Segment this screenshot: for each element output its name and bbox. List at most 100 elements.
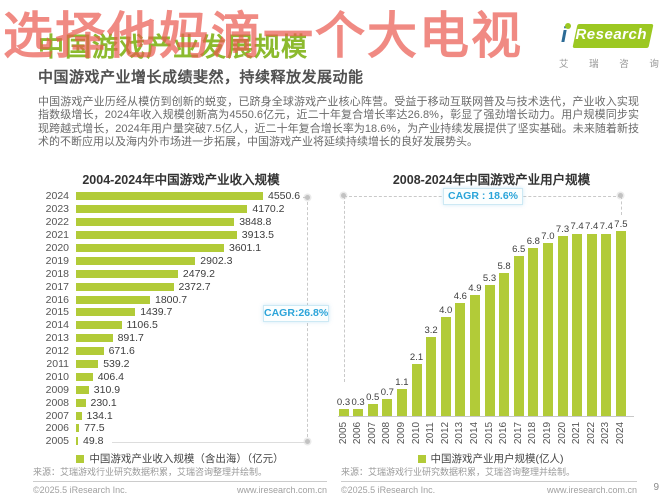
users-bar xyxy=(601,233,612,416)
users-bar xyxy=(586,233,597,416)
users-chart: 2008-2024年中国游戏产业用户规模 0.3 0.3 0.5 0.7 1.1 2.1 3… xyxy=(337,165,653,500)
users-value-label: 5.3 xyxy=(482,273,497,285)
revenue-bar xyxy=(76,282,174,291)
revenue-bar xyxy=(76,308,136,317)
users-value-label: 1.1 xyxy=(395,376,409,388)
revenue-bar xyxy=(76,385,89,394)
revenue-value-label: 3601.1 xyxy=(229,242,262,254)
cagr-badge-revenue: CAGR:26.8% xyxy=(263,305,329,322)
revenue-value-label: 1439.7 xyxy=(140,306,173,319)
revenue-chart-rows: 2024 4550.6 2023 4170.2 2022 3848.8 2021 3913.5… xyxy=(30,190,340,448)
users-bar xyxy=(353,408,364,416)
revenue-row: 2024 4550.6 xyxy=(30,190,340,203)
users-bar xyxy=(411,364,422,416)
revenue-value-label: 406.4 xyxy=(97,370,124,383)
users-bar xyxy=(557,235,568,416)
revenue-bar xyxy=(76,295,150,304)
users-bar xyxy=(542,243,553,416)
revenue-row: 2012 671.6 xyxy=(30,345,340,358)
revenue-value-label: 310.9 xyxy=(93,383,121,396)
year-label: 2012 xyxy=(45,345,69,358)
revenue-legend: 中国游戏产业收入规模（含出海）（亿元） xyxy=(30,451,330,466)
revenue-row: 2020 3601.1 xyxy=(30,242,340,255)
revenue-value-label: 4550.6 xyxy=(268,190,301,203)
users-chart-title: 2008-2024年中国游戏产业用户规模 xyxy=(392,173,591,187)
revenue-row: 2006 77.5 xyxy=(30,422,340,435)
logo-brand-text: Research xyxy=(575,26,647,43)
legend-square-icon xyxy=(76,454,85,463)
revenue-row: 2019 2902.3 xyxy=(30,254,340,267)
year-label: 2020 xyxy=(45,242,69,254)
users-bar xyxy=(513,255,524,416)
page-number: 9 xyxy=(653,482,659,493)
year-label: 2011 xyxy=(46,358,69,371)
cagr-dot-top xyxy=(305,195,310,200)
year-label: 2005 xyxy=(45,435,69,448)
revenue-row: 2009 310.9 xyxy=(30,383,340,396)
revenue-bar xyxy=(76,256,196,265)
revenue-bar xyxy=(76,424,80,433)
users-chart-plot: 0.3 0.3 0.5 0.7 1.1 2.1 3.2 4.0 4.6 4.9 5.3 5.8 6.5 6… xyxy=(337,185,634,417)
users-value-label: 4.6 xyxy=(453,290,467,302)
users-bar xyxy=(572,233,583,416)
year-label: 2023 xyxy=(45,203,69,216)
users-value-label: 6.8 xyxy=(526,236,540,248)
revenue-row: 2005 49.8 xyxy=(30,435,340,448)
revenue-bar xyxy=(76,218,235,227)
revenue-bar xyxy=(76,411,82,420)
revenue-row: 2008 230.1 xyxy=(30,396,340,409)
year-label: 2007 xyxy=(45,409,69,422)
revenue-row: 2013 891.7 xyxy=(30,332,340,345)
users-value-label: 7.4 xyxy=(585,221,599,233)
revenue-row: 2007 134.1 xyxy=(30,409,340,422)
iresearch-logo: i Research 艾 瑞 咨 询 xyxy=(559,22,659,70)
users-value-label: 7.5 xyxy=(614,219,628,230)
revenue-value-label: 1800.7 xyxy=(155,293,188,306)
revenue-bar xyxy=(76,437,78,446)
users-value-label: 2.1 xyxy=(409,352,424,364)
revenue-value-label: 49.8 xyxy=(83,435,104,448)
users-value-label: 3.2 xyxy=(424,325,438,337)
footer-divider xyxy=(341,481,637,482)
users-bar xyxy=(528,248,539,416)
users-bar xyxy=(615,231,626,416)
revenue-value-label: 539.2 xyxy=(103,358,130,371)
users-value-label: 0.3 xyxy=(351,396,365,408)
year-label: 2017 xyxy=(45,280,69,293)
cagr-dot-bottom xyxy=(305,439,310,444)
users-legend-label: 中国游戏产业用户规模(亿人) xyxy=(430,453,564,465)
footer-row: ©2025.5 iResearch Inc. www.iresearch.com… xyxy=(33,485,327,495)
revenue-value-label: 1106.5 xyxy=(126,319,158,332)
users-value-label: 0.7 xyxy=(380,386,394,398)
cagr-drop-line-left xyxy=(344,196,345,382)
users-bar xyxy=(440,317,451,416)
users-bar xyxy=(469,295,480,416)
year-label: 2021 xyxy=(45,229,69,242)
users-source-note: 来源：艾瑞游戏行业研究数据积累，艾瑞咨询整理并绘制。 xyxy=(341,467,576,477)
page-title: 中国游戏产业发展规模 xyxy=(38,32,309,62)
users-bar xyxy=(338,408,349,416)
revenue-row: 2014 1106.5 xyxy=(30,319,340,332)
year-label: 2015 xyxy=(45,306,69,319)
users-bar xyxy=(426,337,437,416)
users-value-label: 7.4 xyxy=(599,221,613,233)
users-value-label: 7.0 xyxy=(541,231,555,243)
revenue-value-label: 2479.2 xyxy=(182,267,216,280)
users-bar xyxy=(367,403,378,416)
footer-divider xyxy=(33,481,327,482)
revenue-row: 2023 4170.2 xyxy=(30,203,340,216)
users-value-label: 4.0 xyxy=(439,305,453,317)
revenue-bar xyxy=(76,334,113,343)
cagr-drop-line-right xyxy=(621,196,622,215)
users-value-label: 7.3 xyxy=(555,223,570,235)
year-label: 2006 xyxy=(45,422,69,435)
revenue-row: 2022 3848.8 xyxy=(30,216,340,229)
revenue-bar xyxy=(76,192,263,201)
cagr-connector-bottom xyxy=(112,442,305,443)
revenue-value-label: 230.1 xyxy=(90,396,117,409)
revenue-value-label: 3848.8 xyxy=(239,216,272,229)
revenue-bar xyxy=(76,360,99,369)
revenue-value-label: 4170.2 xyxy=(252,203,285,216)
users-legend: 中国游戏产业用户规模(亿人) xyxy=(338,451,643,466)
revenue-row: 2016 1800.7 xyxy=(30,293,340,306)
